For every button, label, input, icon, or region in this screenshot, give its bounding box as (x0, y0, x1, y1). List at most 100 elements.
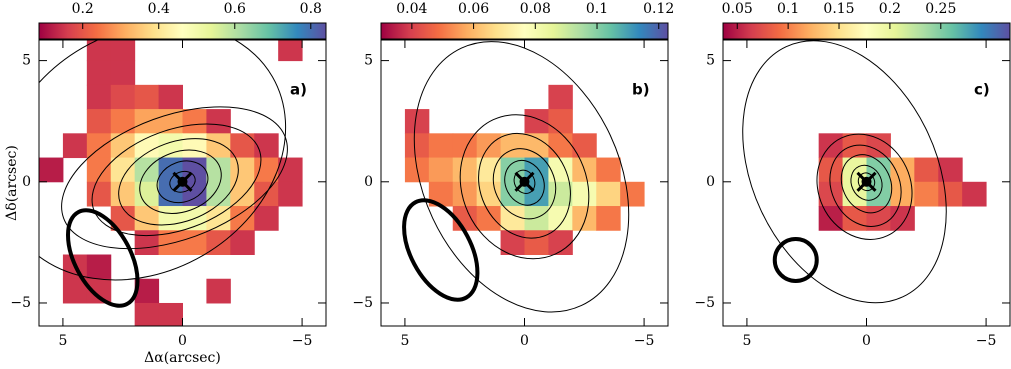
heatmap-cell (158, 109, 183, 134)
heatmap-cell (890, 181, 915, 207)
colorbar-tick-label: 0.08 (520, 1, 551, 17)
heatmap-cell (254, 133, 279, 159)
heatmap-cell (572, 206, 597, 231)
heatmap-cell (182, 109, 207, 134)
heatmap-cell (962, 181, 987, 207)
contour (139, 149, 222, 214)
heatmap-cell (548, 109, 573, 134)
heatmap-cell (134, 84, 160, 110)
heatmap-cell (620, 181, 645, 207)
heatmap-cell (39, 157, 64, 183)
heatmap-cell (230, 157, 255, 183)
panel: b) 5 0 −5 5 0 −5 0.04 0.06 0.08 0.1 0.12 (352, 1, 674, 349)
heatmap-cell (254, 206, 279, 231)
panel: c) 5 0 −5 5 0 −5 0.05 0.1 0.15 0.2 0.25 (694, 1, 1011, 349)
heatmap-cell (548, 157, 573, 183)
heatmap-cell (500, 230, 525, 255)
heatmap-cell (182, 133, 207, 159)
heatmap-cell (866, 133, 891, 159)
heatmap-cell (818, 206, 844, 231)
x-tick-label: 0 (862, 333, 871, 349)
heatmap-cell (524, 230, 549, 255)
heatmap-cell (110, 157, 136, 183)
heatmap-cell (86, 254, 112, 280)
heatmap-cell (500, 206, 525, 231)
heatmap-cell (428, 133, 454, 159)
heatmap-cell (548, 181, 573, 207)
heatmap-cell (914, 181, 939, 207)
heatmap-cell (110, 109, 136, 134)
heatmap-cell (86, 157, 112, 183)
y-tick-label: 5 (22, 53, 31, 69)
heatmap-cell (404, 109, 430, 134)
y-tick-label: 5 (364, 53, 373, 69)
contour (39, 40, 287, 281)
source-marker (519, 176, 530, 187)
heatmap-cell (134, 206, 160, 231)
heatmap-cell (572, 133, 597, 159)
x-tick-label: −5 (634, 333, 655, 349)
heatmap-cell (110, 84, 136, 110)
contour (492, 148, 557, 220)
heatmap-cell (158, 84, 183, 110)
heatmap-cell (86, 60, 112, 86)
x-tick-label: 5 (400, 333, 409, 349)
heatmap-cell (230, 230, 255, 255)
heatmap-cell (572, 181, 597, 207)
heatmap-cell (596, 206, 621, 231)
contour (118, 138, 239, 226)
heatmap-cell (206, 133, 231, 159)
beam (772, 237, 819, 283)
colorbar (38, 22, 327, 40)
heatmap-cell (206, 109, 231, 134)
heatmap-cell (548, 206, 573, 231)
x-tick-label: 0 (520, 333, 529, 349)
y-tick-label: 0 (364, 174, 373, 190)
contour (156, 160, 209, 204)
contour (816, 133, 913, 240)
panel-label: b) (632, 81, 650, 99)
heatmap-cell (158, 230, 183, 255)
heatmap-cell (110, 60, 136, 86)
colorbar-tick-label: 0.2 (879, 1, 901, 17)
heatmap-cell (254, 157, 279, 183)
heatmap-cell (914, 157, 939, 183)
heatmap-cell (428, 157, 454, 183)
heatmap-cell (938, 181, 963, 207)
heatmap-cell (452, 181, 478, 207)
heatmap-cell (524, 109, 549, 134)
x-tick-label: 5 (742, 333, 751, 349)
heatmap-cell (134, 230, 160, 255)
heatmap-cell (158, 206, 183, 231)
x-tick-label: 0 (178, 333, 187, 349)
heatmap-cell (206, 157, 231, 183)
contour (413, 41, 630, 313)
heatmap-cell (86, 181, 112, 207)
colorbar-tick-label: 0.06 (458, 1, 489, 17)
contour (857, 172, 876, 192)
y-tick-label: −5 (10, 295, 31, 311)
x-tick-label: −5 (292, 333, 313, 349)
heatmap-cell (206, 278, 231, 304)
colorbar-tick-label: 0.4 (148, 1, 170, 17)
contour (840, 154, 893, 214)
source-marker (861, 176, 872, 187)
colorbar (380, 22, 669, 40)
panel: a) 5 0 −5 5 0 −5 Δα(arcsec) Δδ(arcsec) 0.2 0.4 0.6 0… (4, 1, 327, 366)
heatmap-cell (842, 206, 867, 231)
beam (402, 198, 480, 302)
colorbar-tick-label: 0.8 (300, 1, 322, 17)
heatmap-cell (158, 302, 183, 326)
heatmap-cell (890, 157, 915, 183)
heatmap-cell (548, 84, 573, 110)
contour (829, 144, 902, 227)
x-tick-label: −5 (976, 333, 997, 349)
colorbar-tick-label: 0.12 (643, 1, 674, 17)
heatmap-cell (134, 181, 160, 207)
heatmap-cell (230, 206, 255, 231)
colorbar-tick-label: 0.04 (396, 1, 427, 17)
heatmap-cell (596, 181, 621, 207)
y-axis-label: Δδ(arcsec) (4, 145, 20, 221)
colorbar-tick-label: 0.05 (722, 1, 753, 17)
panel-label: c) (974, 81, 990, 99)
